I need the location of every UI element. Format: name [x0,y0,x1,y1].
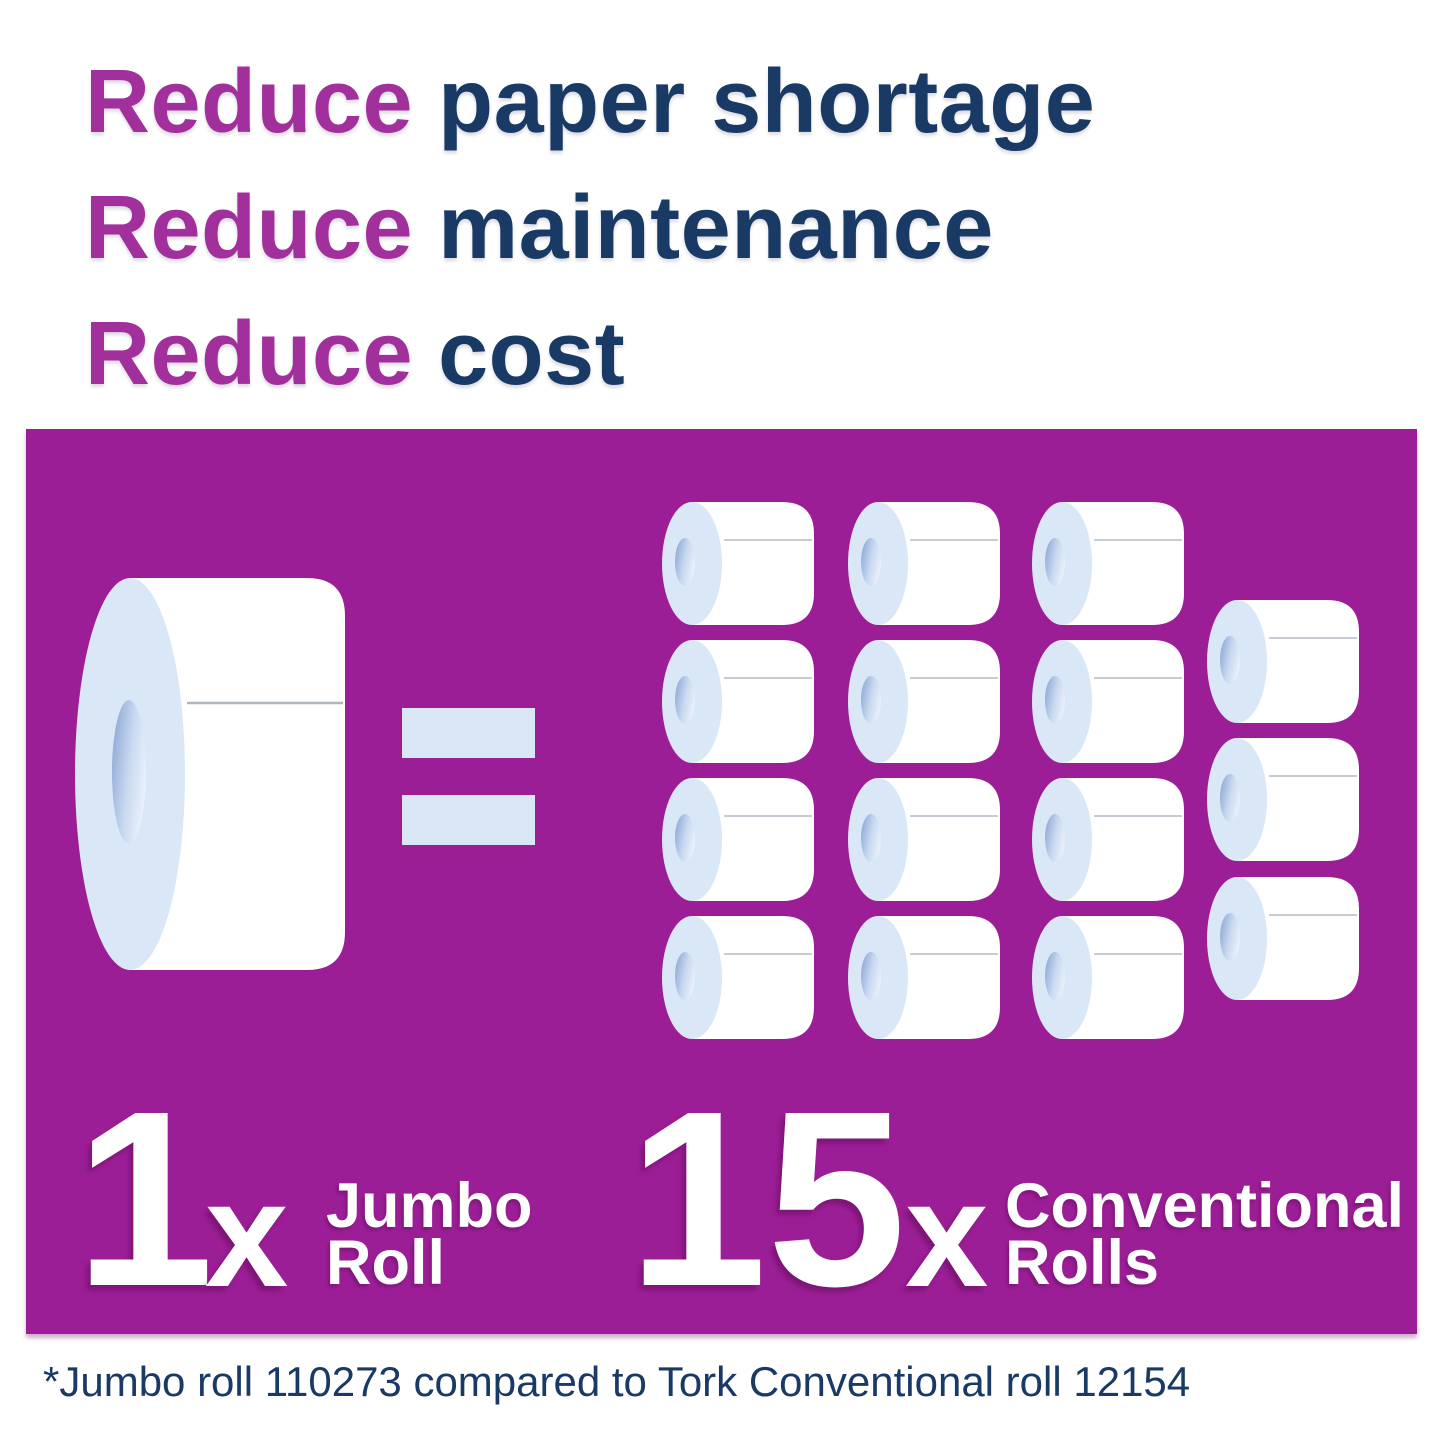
equals-bar-top [402,708,535,758]
headline-2-highlight: Reduce [85,178,414,278]
conventional-label-line1: Conventional [1005,1171,1405,1241]
jumbo-label-line1: Jumbo [326,1171,533,1241]
conventional-roll-illustration [848,778,1000,901]
headline-1-rest: paper shortage [438,52,1096,152]
comparison-panel: 1 x Jumbo Roll 15 x Conventional Rolls [26,429,1417,1334]
jumbo-roll-illustration [75,578,345,970]
conventional-roll-illustration [848,640,1000,763]
conventional-roll-illustration [662,916,814,1039]
conventional-roll-illustration [1032,916,1184,1039]
conventional-label: Conventional Rolls [1005,1171,1405,1298]
conventional-roll-illustration [662,502,814,625]
conventional-label-line2: Rolls [1005,1228,1160,1298]
jumbo-label: Jumbo Roll [326,1171,533,1298]
conventional-roll-illustration [1032,640,1184,763]
headline-1-highlight: Reduce [85,52,414,152]
headline-3-rest: cost [438,304,626,404]
conventional-times-x: x [905,1150,989,1318]
conventional-roll-illustration [1032,778,1184,901]
conventional-roll-illustration [848,502,1000,625]
conventional-roll-illustration [1207,600,1359,723]
conventional-roll-illustration [662,778,814,901]
headline-3-highlight: Reduce [85,304,414,404]
footnote: *Jumbo roll 110273 compared to Tork Conv… [43,1358,1191,1405]
equals-icon [402,708,535,845]
conventional-count: 15 [628,1059,907,1338]
conventional-roll-illustration [662,640,814,763]
jumbo-label-line2: Roll [326,1228,445,1298]
headline-line-1: Reduce paper shortage [85,39,1095,165]
conventional-roll-illustration [1032,502,1184,625]
headline-line-2: Reduce maintenance [85,165,1095,291]
jumbo-times-x: x [205,1150,289,1318]
headline-line-3: Reduce cost [85,291,1095,417]
conventional-roll-illustration [848,916,1000,1039]
headline-block: Reduce paper shortage Reduce maintenance R… [85,39,1095,417]
jumbo-count: 1 [75,1059,215,1338]
headline-2-rest: maintenance [438,178,994,278]
conventional-roll-illustration [1207,877,1359,1000]
equals-bar-bottom [402,795,535,845]
conventional-roll-illustration [1207,738,1359,861]
